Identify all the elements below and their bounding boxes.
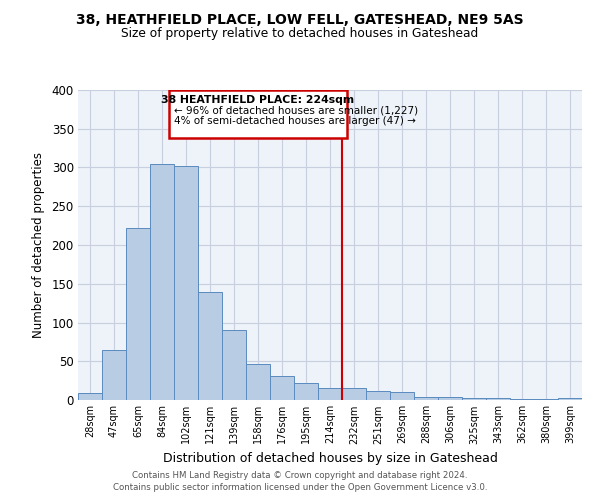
Bar [319, 388, 341, 400]
Bar [199, 292, 221, 400]
Text: 38 HEATHFIELD PLACE: 224sqm: 38 HEATHFIELD PLACE: 224sqm [161, 94, 355, 104]
Bar [127, 228, 149, 400]
Bar [439, 397, 461, 400]
Bar [415, 397, 437, 400]
Text: Contains HM Land Registry data © Crown copyright and database right 2024.
Contai: Contains HM Land Registry data © Crown c… [113, 471, 487, 492]
Bar [559, 398, 581, 400]
Bar [151, 164, 173, 400]
Bar [169, 90, 347, 138]
Text: ← 96% of detached houses are smaller (1,227): ← 96% of detached houses are smaller (1,… [173, 106, 418, 116]
Text: Size of property relative to detached houses in Gateshead: Size of property relative to detached ho… [121, 28, 479, 40]
Bar [367, 392, 389, 400]
Bar [295, 383, 317, 400]
Bar [271, 376, 293, 400]
X-axis label: Distribution of detached houses by size in Gateshead: Distribution of detached houses by size … [163, 452, 497, 465]
Bar [487, 398, 509, 400]
Bar [463, 398, 485, 400]
Bar [79, 393, 101, 400]
Y-axis label: Number of detached properties: Number of detached properties [32, 152, 44, 338]
Bar [343, 388, 365, 400]
Bar [103, 350, 125, 400]
Text: 38, HEATHFIELD PLACE, LOW FELL, GATESHEAD, NE9 5AS: 38, HEATHFIELD PLACE, LOW FELL, GATESHEA… [76, 12, 524, 26]
Bar [535, 399, 557, 400]
Bar [247, 364, 269, 400]
Bar [511, 399, 533, 400]
Text: 4% of semi-detached houses are larger (47) →: 4% of semi-detached houses are larger (4… [173, 116, 415, 126]
Bar [223, 330, 245, 400]
Bar [391, 392, 413, 400]
Bar [175, 166, 197, 400]
